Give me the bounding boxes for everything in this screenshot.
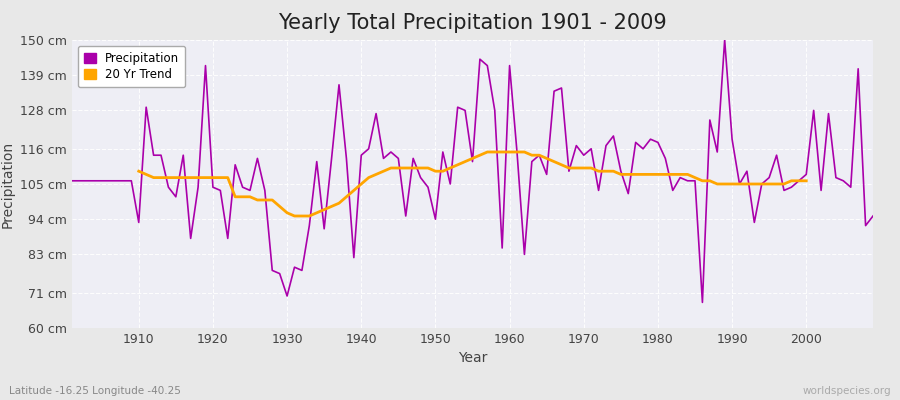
Precipitation [289,265,300,270]
20 Yr Trend [296,214,307,218]
20 Yr Trend [289,214,300,218]
Precipitation [126,178,137,183]
20 Yr Trend [712,182,723,186]
20 Yr Trend [801,178,812,183]
Precipitation [593,188,604,193]
Text: Latitude -16.25 Longitude -40.25: Latitude -16.25 Longitude -40.25 [9,386,181,396]
Line: 20 Yr Trend: 20 Yr Trend [139,152,806,216]
Precipitation [497,246,508,250]
Title: Yearly Total Precipitation 1901 - 2009: Yearly Total Precipitation 1901 - 2009 [278,13,667,33]
20 Yr Trend [311,210,322,215]
Legend: Precipitation, 20 Yr Trend: Precipitation, 20 Yr Trend [78,46,185,87]
20 Yr Trend [794,178,805,183]
Line: Precipitation: Precipitation [72,40,873,302]
Precipitation [697,300,707,305]
Text: worldspecies.org: worldspecies.org [803,386,891,396]
20 Yr Trend [133,169,144,174]
Precipitation [334,82,345,87]
20 Yr Trend [482,150,492,154]
20 Yr Trend [215,175,226,180]
Precipitation [868,214,878,218]
X-axis label: Year: Year [458,352,487,366]
20 Yr Trend [534,153,544,158]
Y-axis label: Precipitation: Precipitation [1,140,14,228]
Precipitation [719,38,730,42]
Precipitation [67,178,77,183]
Precipitation [504,63,515,68]
